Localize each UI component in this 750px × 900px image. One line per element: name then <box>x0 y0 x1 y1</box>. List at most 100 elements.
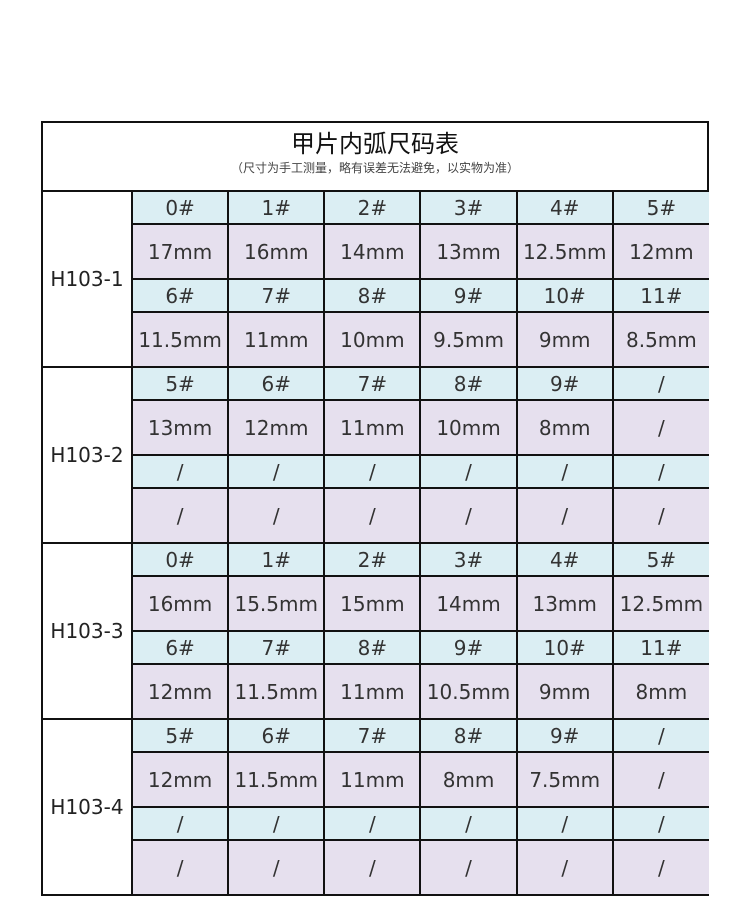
measurement-cell: / <box>227 839 326 896</box>
size-cell: 5# <box>611 542 709 577</box>
measurement-cell: / <box>611 839 709 896</box>
size-row: H103-1 0# 1# 2# 3# 4# 5# <box>43 192 709 368</box>
measurement-cell: / <box>611 399 709 456</box>
size-row: 6# 7# 8# 9# 10# 11# <box>43 278 709 313</box>
size-cell: 6# <box>227 366 326 401</box>
size-cell: 5# <box>130 366 230 401</box>
measurement-cell: / <box>132 839 230 896</box>
measurement-cell: 12.5mm <box>611 575 709 632</box>
measurement-cell: / <box>611 487 709 544</box>
size-cell: 6# <box>227 718 326 753</box>
measurement-cell: / <box>611 751 709 808</box>
size-cell: / <box>132 454 230 489</box>
size-cell: / <box>611 806 709 841</box>
size-cell: / <box>611 454 709 489</box>
measurement-cell: / <box>132 487 230 544</box>
measurement-row: 16mm 15.5mm 15mm 14mm 13mm 12.5mm <box>43 575 709 632</box>
measurement-cell: 14mm <box>419 575 518 632</box>
size-cell: 7# <box>323 718 422 753</box>
size-cell: 7# <box>227 630 326 665</box>
size-cell: 6# <box>132 630 230 665</box>
measurement-cell: / <box>323 839 422 896</box>
measurement-cell: / <box>419 839 518 896</box>
size-row: / / / / / / <box>43 806 709 841</box>
size-row: H103-4 5# 6# 7# 8# 9# / <box>43 718 709 896</box>
measurement-cell: 13mm <box>132 399 230 456</box>
model-label: H103-4 <box>43 718 133 896</box>
measurement-row: 17mm 16mm 14mm 13mm 12.5mm 12mm <box>43 223 709 280</box>
measurement-row: / / / / / / <box>43 839 709 896</box>
size-cell: / <box>227 806 326 841</box>
measurement-cell: 11mm <box>323 663 422 720</box>
size-chart: 甲片内弧尺码表 （尺寸为手工测量，略有误差无法避免，以实物为准） H103-1 0… <box>41 121 709 896</box>
size-cell: 9# <box>419 630 518 665</box>
measurement-cell: 9.5mm <box>419 311 518 368</box>
measurement-cell: / <box>227 487 326 544</box>
size-cell: / <box>323 454 422 489</box>
size-cell: 5# <box>611 192 709 225</box>
measurement-cell: 10mm <box>323 311 422 368</box>
chart-subtitle: （尺寸为手工测量，略有误差无法避免，以实物为准） <box>230 161 519 175</box>
measurement-cell: 16mm <box>227 223 326 280</box>
measurement-cell: 12mm <box>132 751 230 808</box>
measurement-cell: 14mm <box>323 223 422 280</box>
model-label: H103-3 <box>43 542 133 720</box>
size-cell: 0# <box>130 192 230 225</box>
size-cell: 9# <box>419 278 518 313</box>
size-cell: / <box>227 454 326 489</box>
size-cell: 10# <box>515 278 614 313</box>
size-cell: 7# <box>227 278 326 313</box>
size-row: / / / / / / <box>43 454 709 489</box>
size-table: H103-1 0# 1# 2# 3# 4# 5# 17mm 16mm 14mm 13mm 12.5mm… <box>43 192 709 896</box>
measurement-cell: 9mm <box>515 311 614 368</box>
measurement-cell: / <box>323 487 422 544</box>
size-cell: 3# <box>419 192 518 225</box>
measurement-cell: 12mm <box>227 399 326 456</box>
measurement-row: 11.5mm 11mm 10mm 9.5mm 9mm 8.5mm <box>43 311 709 368</box>
size-cell: / <box>515 454 614 489</box>
size-cell: / <box>132 806 230 841</box>
size-cell: 4# <box>515 542 614 577</box>
measurement-cell: 13mm <box>419 223 518 280</box>
size-cell: 9# <box>515 718 614 753</box>
measurement-row: 12mm 11.5mm 11mm 8mm 7.5mm / <box>43 751 709 808</box>
measurement-cell: 12.5mm <box>515 223 614 280</box>
size-cell: 7# <box>323 366 422 401</box>
model-label: H103-1 <box>43 192 133 368</box>
measurement-cell: 16mm <box>132 575 230 632</box>
measurement-cell: 7.5mm <box>515 751 614 808</box>
measurement-cell: 8mm <box>419 751 518 808</box>
size-cell: 5# <box>130 718 230 753</box>
size-cell: 10# <box>515 630 614 665</box>
size-cell: 9# <box>515 366 614 401</box>
size-cell: 11# <box>611 278 709 313</box>
size-cell: / <box>515 806 614 841</box>
measurement-cell: 15.5mm <box>227 575 326 632</box>
size-cell: 1# <box>227 542 326 577</box>
measurement-cell: 10mm <box>419 399 518 456</box>
measurement-cell: / <box>515 487 614 544</box>
measurement-cell: 10.5mm <box>419 663 518 720</box>
measurement-cell: 17mm <box>132 223 230 280</box>
measurement-cell: 11mm <box>323 751 422 808</box>
measurement-cell: 12mm <box>611 223 709 280</box>
measurement-cell: 8.5mm <box>611 311 709 368</box>
size-cell: 8# <box>419 366 518 401</box>
size-cell: 8# <box>323 278 422 313</box>
size-cell: 3# <box>419 542 518 577</box>
size-cell: 2# <box>323 542 422 577</box>
measurement-cell: 15mm <box>323 575 422 632</box>
size-row: H103-3 0# 1# 2# 3# 4# 5# <box>43 542 709 720</box>
size-cell: / <box>611 366 709 401</box>
measurement-cell: / <box>419 487 518 544</box>
size-cell: / <box>419 454 518 489</box>
size-cell: / <box>323 806 422 841</box>
measurement-cell: 12mm <box>132 663 230 720</box>
measurement-row: 12mm 11.5mm 11mm 10.5mm 9mm 8mm <box>43 663 709 720</box>
measurement-cell: 8mm <box>611 663 709 720</box>
title-box: 甲片内弧尺码表 （尺寸为手工测量，略有误差无法避免，以实物为准） <box>43 123 707 192</box>
measurement-cell: / <box>515 839 614 896</box>
size-cell: 4# <box>515 192 614 225</box>
size-cell: 6# <box>132 278 230 313</box>
size-cell: / <box>611 718 709 753</box>
